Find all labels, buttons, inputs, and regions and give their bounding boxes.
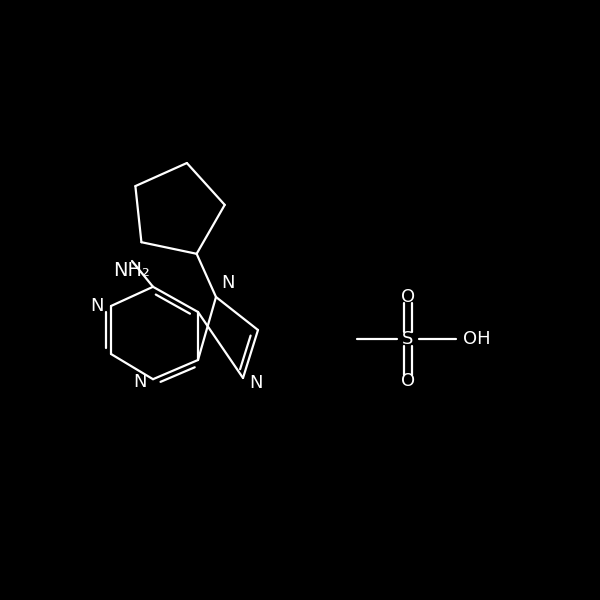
- Text: S: S: [403, 330, 413, 348]
- Text: N: N: [221, 274, 234, 292]
- Text: N: N: [90, 297, 104, 315]
- Text: OH: OH: [463, 330, 491, 348]
- Text: O: O: [401, 372, 415, 390]
- Text: N: N: [249, 374, 263, 392]
- Text: NH₂: NH₂: [113, 261, 151, 280]
- Text: O: O: [401, 288, 415, 306]
- Text: N: N: [133, 373, 147, 391]
